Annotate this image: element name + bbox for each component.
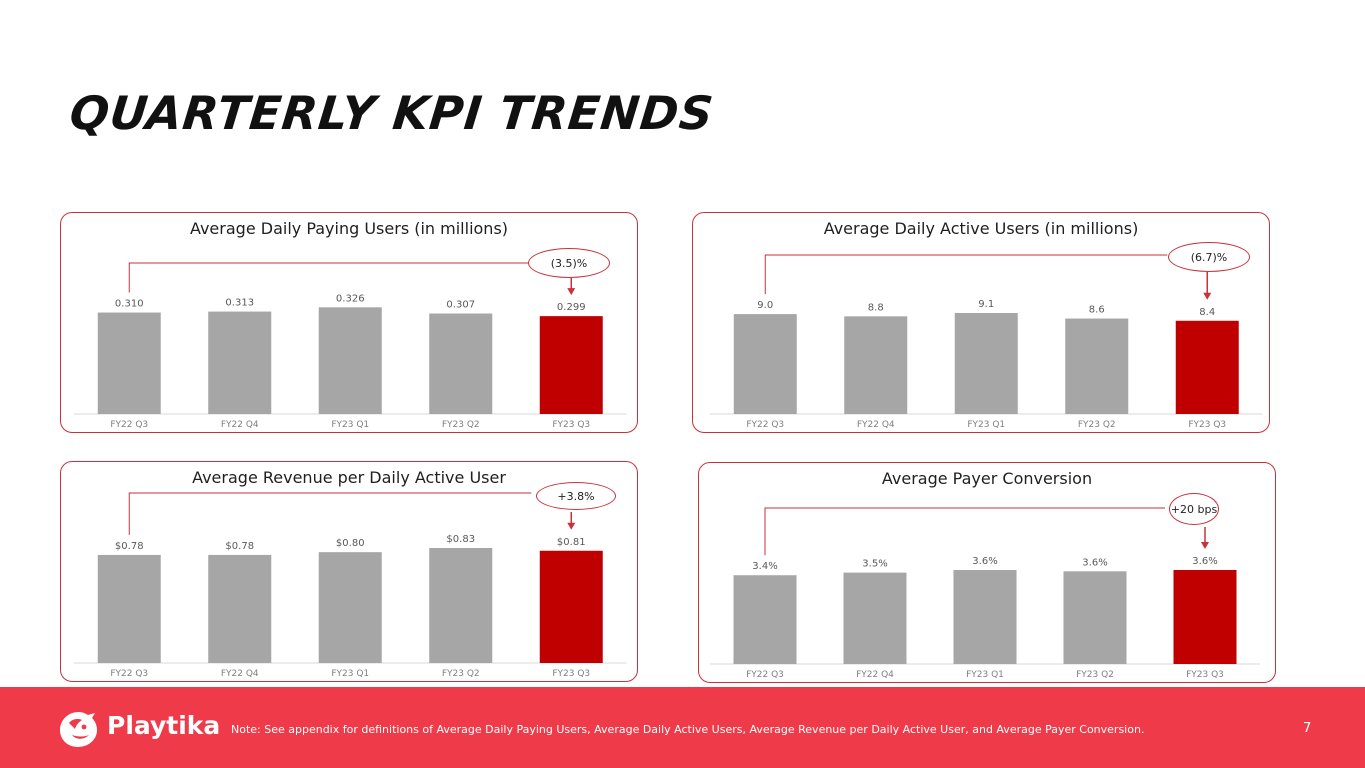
x-tick-label: FY23 Q3: [552, 420, 590, 430]
data-label: $0.83: [446, 534, 475, 545]
change-bracket-line: [764, 254, 1168, 295]
change-label: +3.8%: [557, 489, 595, 503]
playtika-logo-text: Playtika: [107, 711, 221, 740]
bar: [1065, 318, 1129, 414]
x-tick-label: FY23 Q1: [966, 670, 1004, 680]
data-label: $0.78: [115, 541, 144, 552]
x-tick-label: FY23 Q2: [1076, 670, 1114, 680]
change-callout: +20 bps: [1169, 493, 1219, 525]
change-label: (6.7)%: [1190, 250, 1228, 264]
bar: [733, 575, 797, 664]
change-bracket-line: [128, 262, 532, 293]
bar: [429, 548, 493, 663]
data-label: 3.6%: [1082, 557, 1107, 568]
data-label: $0.81: [557, 537, 586, 548]
data-label: 0.326: [336, 293, 365, 304]
footer-bar: Playtika Note: See appendix for definiti…: [0, 687, 1365, 768]
bar: [953, 570, 1017, 664]
change-arrow-head: [567, 522, 576, 530]
chart-panel-payer-conversion: Average Payer Conversion 3.4% FY22 Q3 3.5%…: [698, 462, 1276, 683]
change-callout: +3.8%: [536, 482, 616, 510]
data-label: $0.80: [336, 538, 365, 549]
bar: [954, 313, 1018, 414]
chart-panel-active-users: Average Daily Active Users (in millions)…: [692, 212, 1270, 433]
data-label: 8.6: [1089, 305, 1105, 316]
chart-title: Average Revenue per Daily Active User: [192, 468, 506, 487]
bar-chart: 0.310 FY22 Q3 0.313 FY22 Q4 0.326 FY23 Q1 0.30…: [74, 262, 627, 430]
data-label: 9.1: [978, 299, 994, 310]
bar: [539, 316, 603, 414]
bar: [843, 572, 907, 664]
x-tick-label: FY23 Q3: [1188, 420, 1226, 430]
page-title: QUARTERLY KPI TRENDS: [67, 86, 717, 140]
chart-title: Average Daily Active Users (in millions): [823, 219, 1139, 238]
data-label: 0.299: [557, 302, 586, 313]
change-callout: (3.5)%: [528, 248, 610, 278]
x-tick-label: FY23 Q3: [1186, 670, 1224, 680]
data-label: 3.6%: [1192, 556, 1217, 567]
bar: [844, 316, 908, 414]
bar: [318, 307, 382, 414]
data-label: 3.6%: [972, 556, 997, 567]
bar: [208, 554, 272, 663]
chart-panel-paying-users: Average Daily Paying Users (in millions)…: [60, 212, 638, 433]
data-label: 0.307: [446, 300, 475, 311]
x-tick-label: FY22 Q3: [110, 420, 148, 430]
playtika-logo-icon: [58, 709, 100, 749]
bar-chart: 3.4% FY22 Q3 3.5% FY22 Q4 3.6% FY23 Q1 3.6% FY2…: [710, 507, 1260, 680]
bar: [1063, 571, 1127, 664]
data-label: 0.313: [225, 298, 254, 309]
x-tick-label: FY22 Q3: [110, 669, 148, 679]
bar: [539, 550, 603, 663]
bar-chart: 9.0 FY22 Q3 8.8 FY22 Q4 9.1 FY23 Q1 8.6 FY23 Q2…: [710, 254, 1263, 430]
bar: [97, 312, 161, 414]
bar: [1173, 570, 1237, 664]
change-label: (3.5)%: [550, 256, 588, 270]
change-bracket-line: [128, 492, 532, 535]
change-label: +20 bps: [1170, 502, 1218, 516]
x-tick-label: FY23 Q1: [331, 669, 369, 679]
data-label: 8.4: [1199, 307, 1215, 318]
change-arrow-head: [567, 288, 576, 296]
bar: [429, 313, 493, 414]
x-tick-label: FY23 Q2: [442, 420, 480, 430]
data-label: 9.0: [757, 300, 773, 311]
change-bracket-line: [764, 507, 1165, 556]
data-label: 3.5%: [862, 559, 887, 570]
change-callout: (6.7)%: [1168, 242, 1250, 272]
x-tick-label: FY23 Q1: [331, 420, 369, 430]
data-label: 0.310: [115, 299, 144, 310]
page-number: 7: [1303, 721, 1312, 736]
data-label: $0.78: [225, 541, 254, 552]
chart-panel-arpdau: Average Revenue per Daily Active User $0…: [60, 461, 638, 682]
bar: [318, 552, 382, 663]
chart-title: Average Payer Conversion: [881, 469, 1093, 488]
x-tick-label: FY23 Q2: [442, 669, 480, 679]
data-label: 8.8: [868, 302, 884, 313]
x-tick-label: FY22 Q4: [856, 670, 894, 680]
x-tick-label: FY22 Q4: [857, 420, 895, 430]
x-tick-label: FY22 Q3: [746, 420, 784, 430]
chart-title: Average Daily Paying Users (in millions): [189, 219, 509, 238]
footnote: Note: See appendix for definitions of Av…: [231, 723, 1145, 736]
bar-chart: $0.78 FY22 Q3 $0.78 FY22 Q4 $0.80 FY23 Q1 $0.8…: [74, 492, 627, 679]
bar: [1175, 320, 1239, 414]
x-tick-label: FY22 Q4: [221, 669, 259, 679]
change-arrow-head: [1203, 292, 1212, 300]
bar: [733, 314, 797, 414]
change-arrow-head: [1201, 542, 1209, 549]
x-tick-label: FY22 Q3: [746, 670, 784, 680]
x-tick-label: FY23 Q3: [552, 669, 590, 679]
bar: [208, 311, 272, 414]
x-tick-label: FY23 Q2: [1078, 420, 1116, 430]
x-tick-label: FY23 Q1: [967, 420, 1005, 430]
x-tick-label: FY22 Q4: [221, 420, 259, 430]
data-label: 3.4%: [752, 561, 777, 572]
bar: [97, 554, 161, 663]
